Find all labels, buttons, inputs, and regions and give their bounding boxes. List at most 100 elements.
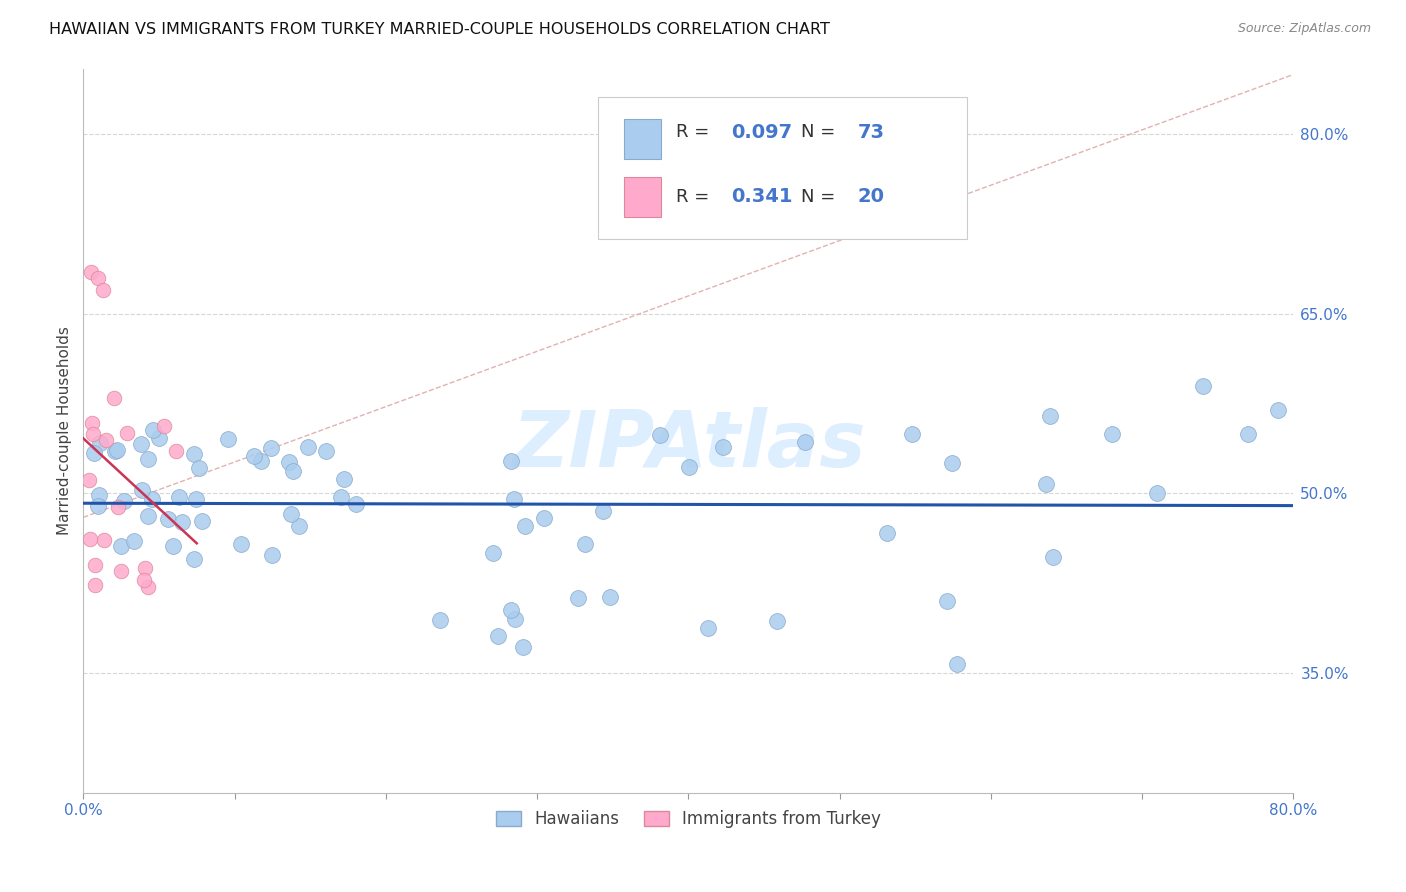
Text: R =: R = bbox=[676, 123, 716, 141]
Point bbox=[315, 443, 337, 458]
Point bbox=[122, 534, 145, 549]
Legend: Hawaiians, Immigrants from Turkey: Hawaiians, Immigrants from Turkey bbox=[489, 804, 887, 835]
Point bbox=[83, 578, 105, 592]
Point bbox=[945, 657, 967, 672]
Point bbox=[134, 560, 156, 574]
Point bbox=[170, 515, 193, 529]
Text: R =: R = bbox=[676, 187, 716, 206]
Point bbox=[592, 504, 614, 518]
Point bbox=[169, 491, 191, 505]
Point bbox=[333, 472, 356, 486]
Point bbox=[901, 426, 924, 441]
Point bbox=[512, 640, 534, 655]
Point bbox=[165, 443, 187, 458]
Text: N =: N = bbox=[801, 187, 841, 206]
Point bbox=[87, 488, 110, 502]
Text: N =: N = bbox=[801, 123, 841, 141]
Point bbox=[191, 514, 214, 528]
Text: ZIPAtlas: ZIPAtlas bbox=[512, 407, 865, 483]
Point bbox=[136, 508, 159, 523]
Point bbox=[105, 443, 128, 458]
Point bbox=[260, 442, 283, 456]
Point bbox=[187, 461, 209, 475]
Point bbox=[129, 437, 152, 451]
Point bbox=[260, 549, 283, 563]
Point bbox=[93, 533, 115, 548]
Point bbox=[503, 612, 526, 626]
Point bbox=[141, 491, 163, 506]
Text: Source: ZipAtlas.com: Source: ZipAtlas.com bbox=[1237, 22, 1371, 36]
Point bbox=[91, 283, 114, 297]
Point bbox=[1146, 486, 1168, 500]
Point bbox=[156, 511, 179, 525]
Point bbox=[486, 629, 509, 643]
Point bbox=[94, 433, 117, 447]
Y-axis label: Married-couple Households: Married-couple Households bbox=[58, 326, 72, 535]
Point bbox=[513, 519, 536, 533]
Point bbox=[935, 593, 957, 607]
Point bbox=[89, 436, 111, 450]
Point bbox=[110, 539, 132, 553]
Point bbox=[77, 473, 100, 487]
Point bbox=[1101, 426, 1123, 441]
FancyBboxPatch shape bbox=[598, 97, 967, 239]
Point bbox=[697, 622, 720, 636]
Point bbox=[79, 533, 101, 547]
Point bbox=[115, 425, 138, 440]
Point bbox=[87, 499, 110, 513]
Point bbox=[1035, 476, 1057, 491]
Point bbox=[136, 451, 159, 466]
Text: 20: 20 bbox=[858, 187, 884, 206]
Point bbox=[329, 490, 352, 504]
Point bbox=[297, 440, 319, 454]
Text: HAWAIIAN VS IMMIGRANTS FROM TURKEY MARRIED-COUPLE HOUSEHOLDS CORRELATION CHART: HAWAIIAN VS IMMIGRANTS FROM TURKEY MARRI… bbox=[49, 22, 830, 37]
Point bbox=[87, 271, 110, 285]
Point bbox=[567, 591, 589, 605]
Point bbox=[1237, 426, 1260, 441]
Point bbox=[112, 494, 135, 508]
Point bbox=[288, 518, 311, 533]
Point bbox=[501, 603, 523, 617]
Point bbox=[502, 492, 524, 507]
Point bbox=[80, 265, 103, 279]
Point bbox=[1191, 378, 1213, 392]
Point bbox=[110, 564, 132, 578]
Point bbox=[1042, 549, 1064, 564]
Point bbox=[599, 590, 621, 604]
Point bbox=[136, 580, 159, 594]
Point bbox=[183, 552, 205, 566]
Point bbox=[429, 613, 451, 627]
Bar bbox=[624, 120, 661, 159]
Point bbox=[83, 446, 105, 460]
Point bbox=[678, 460, 700, 475]
Point bbox=[243, 449, 266, 463]
Point bbox=[148, 431, 170, 445]
Point bbox=[1267, 402, 1289, 417]
Point bbox=[766, 614, 789, 628]
Text: 0.097: 0.097 bbox=[731, 123, 792, 142]
Point bbox=[794, 435, 817, 450]
Point bbox=[278, 455, 301, 469]
Point bbox=[941, 456, 963, 470]
Point bbox=[132, 573, 155, 587]
Point bbox=[217, 433, 239, 447]
Point bbox=[283, 464, 305, 478]
Point bbox=[162, 540, 184, 554]
Point bbox=[231, 537, 253, 551]
Point bbox=[876, 525, 898, 540]
Point bbox=[499, 453, 522, 467]
Point bbox=[186, 492, 208, 507]
Point bbox=[344, 497, 367, 511]
Bar bbox=[624, 178, 661, 217]
Point bbox=[574, 537, 596, 551]
Point bbox=[648, 427, 671, 442]
Point bbox=[142, 423, 165, 437]
Point bbox=[103, 391, 125, 405]
Point bbox=[1039, 409, 1062, 424]
Point bbox=[152, 418, 174, 433]
Point bbox=[533, 511, 555, 525]
Point bbox=[711, 440, 734, 454]
Point bbox=[131, 483, 153, 498]
Text: 0.341: 0.341 bbox=[731, 187, 792, 206]
Point bbox=[250, 453, 273, 467]
